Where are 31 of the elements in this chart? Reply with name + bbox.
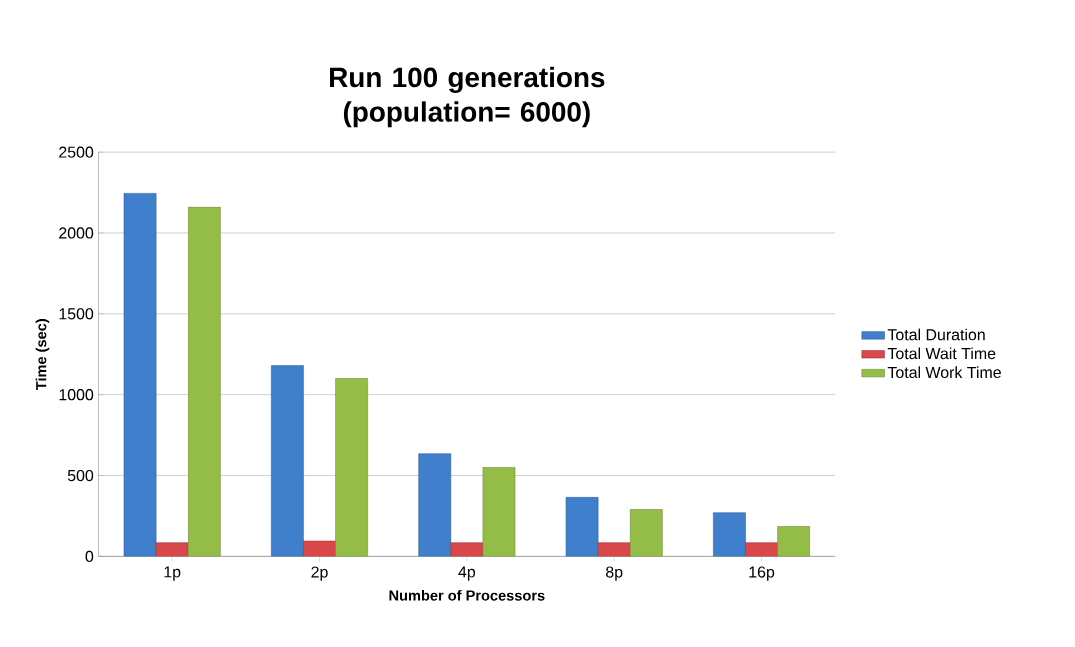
- legend-label: Total Duration: [887, 328, 985, 341]
- bar: [450, 542, 483, 557]
- x-tick-label: 8p: [606, 566, 623, 581]
- bar: [777, 526, 810, 557]
- bar: [745, 542, 778, 557]
- y-tick-label: 1000: [59, 388, 94, 401]
- bar: [598, 542, 631, 557]
- bar: [713, 512, 746, 557]
- x-tick-label: 2p: [311, 566, 328, 581]
- legend-label: Total Work Time: [887, 366, 1001, 378]
- x-tick-label: 4p: [458, 566, 476, 581]
- y-tick-label: 500: [67, 469, 94, 482]
- bar: [187, 206, 221, 557]
- y-tick-label: 0: [85, 550, 94, 562]
- bar: [418, 453, 452, 557]
- bar: [123, 192, 157, 557]
- y-axis-title: Time (sec): [35, 318, 50, 390]
- bar: [271, 365, 304, 557]
- y-tick-label: 1500: [59, 308, 94, 320]
- bar: [565, 496, 599, 557]
- x-tick-label: 16p: [749, 566, 775, 581]
- chart-title: Run 100 generations (population= 6000): [330, 66, 605, 128]
- legend-label: Total Wait Time: [887, 347, 996, 360]
- bar: [156, 542, 189, 557]
- y-tick-label: 2000: [59, 227, 94, 239]
- x-tick-label: 1p: [164, 566, 181, 581]
- x-axis-title: Number of Processors: [389, 589, 545, 601]
- bar: [482, 467, 516, 557]
- bar: [629, 509, 663, 557]
- y-tick-label: 2500: [59, 146, 94, 158]
- bar: [335, 378, 368, 557]
